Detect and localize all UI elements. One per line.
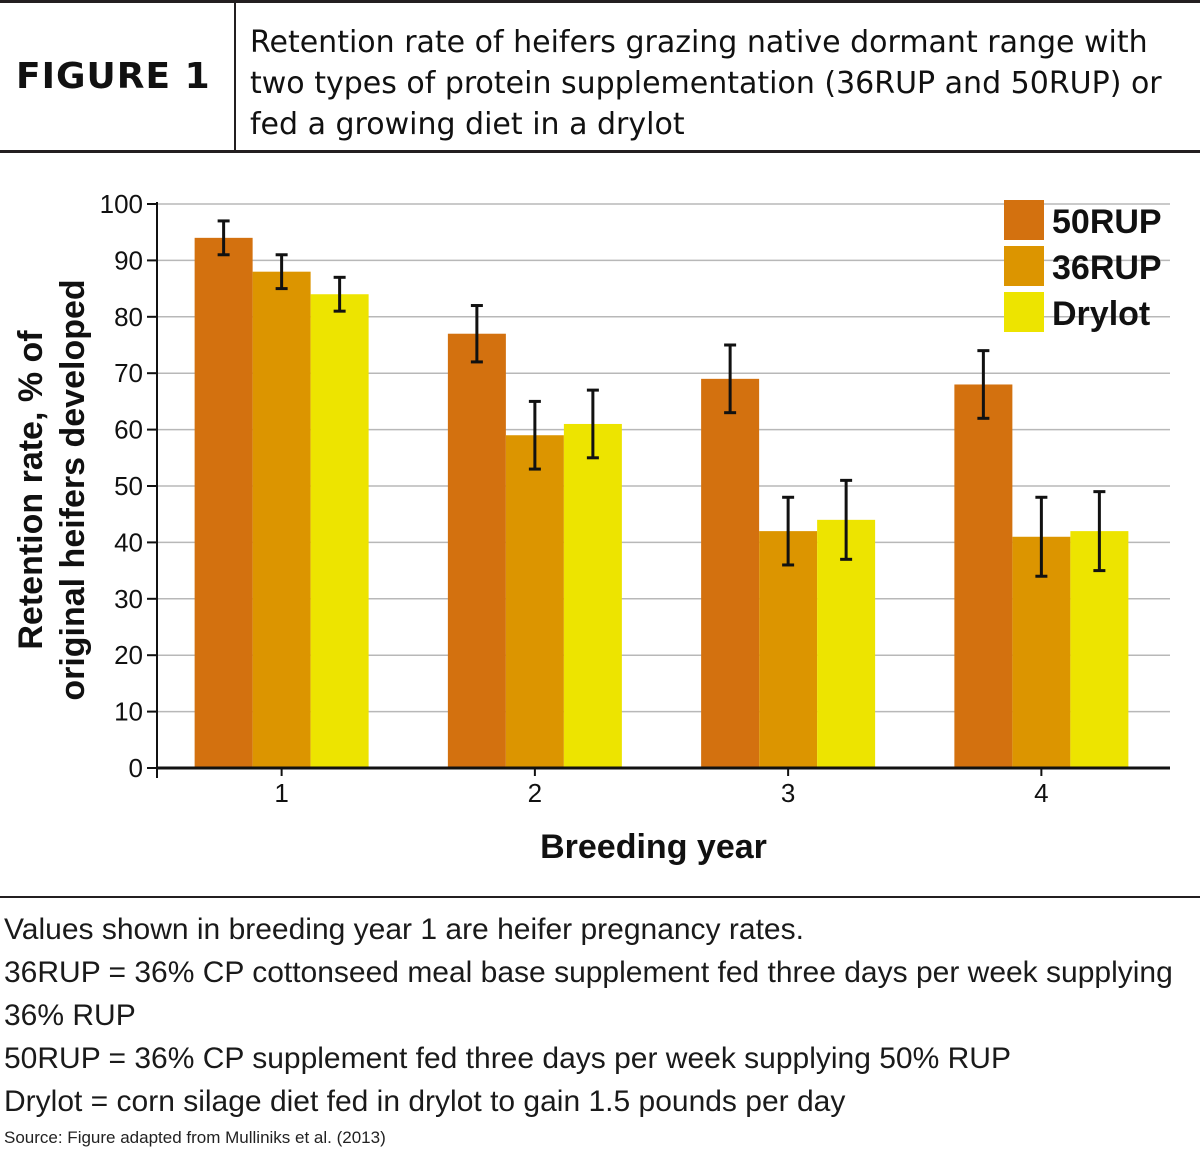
x-tick-label: 2 [528, 778, 542, 808]
y-tick-label: 50 [114, 471, 143, 501]
legend-swatch [1004, 292, 1044, 332]
bar [505, 435, 564, 768]
error-bars [217, 219, 1106, 578]
figure-header: FIGURE 1 Retention rate of heifers grazi… [0, 0, 1200, 153]
bar [759, 531, 818, 768]
bar-chart: 0 10 20 30 40 50 60 70 80 90 100 1 2 3 4 50RUP 36RUP Dry… [12, 189, 1170, 866]
bar [447, 333, 506, 768]
y-axis-title: Retention rate, % of original heifers de… [12, 279, 92, 700]
bars [194, 237, 1129, 769]
x-axis-title: Breeding year [540, 828, 767, 866]
y-tick-label: 0 [129, 753, 143, 783]
note-line: Drylot = corn silage diet fed in drylot … [4, 1085, 846, 1118]
x-tick-label: 3 [781, 778, 795, 808]
bar [563, 423, 622, 768]
y-tick-label: 80 [114, 302, 143, 332]
bar [252, 271, 311, 768]
figure-notes: Values shown in breeding year 1 are heif… [4, 908, 1196, 1123]
legend-label: Drylot [1052, 295, 1150, 333]
y-tick-label: 40 [114, 527, 143, 557]
x-tick-label: 1 [274, 778, 288, 808]
y-tick-label: 10 [114, 697, 143, 727]
note-line: 36RUP = 36% CP cottonseed meal base supp… [4, 956, 1173, 1032]
source-credit: Source: Figure adapted from Mulliniks et… [4, 1128, 386, 1147]
y-axis-title-line-2: original heifers developed [54, 279, 92, 700]
legend-swatch [1004, 246, 1044, 286]
bar [701, 378, 760, 768]
y-tick-label: 100 [100, 189, 143, 219]
header-top-rule [0, 0, 1200, 3]
bar [954, 384, 1013, 768]
header-bottom-rule [0, 150, 1200, 153]
legend-label: 36RUP [1052, 249, 1162, 287]
legend-label: 50RUP [1052, 203, 1162, 241]
y-axis-title-line-1: Retention rate, % of [12, 330, 50, 650]
y-tick-label: 70 [114, 358, 143, 388]
legend-swatch [1004, 200, 1044, 240]
legend: 50RUP 36RUP Drylot [1004, 200, 1162, 333]
y-tick-label: 30 [114, 584, 143, 614]
note-line: Values shown in breeding year 1 are heif… [4, 913, 804, 946]
bar [194, 237, 253, 769]
note-line: 50RUP = 36% CP supplement fed three days… [4, 1042, 1011, 1075]
x-tick-label: 4 [1034, 778, 1048, 808]
y-tick-label: 20 [114, 640, 143, 670]
bar [310, 294, 369, 768]
bar [817, 519, 876, 768]
y-tick-label: 60 [114, 415, 143, 445]
axes: 0 10 20 30 40 50 60 70 80 90 100 1 2 3 4 [100, 189, 1170, 808]
figure-title: Retention rate of heifers grazing native… [250, 25, 1162, 142]
y-tick-label: 90 [114, 245, 143, 275]
header-divider [234, 3, 236, 150]
figure-label: FIGURE 1 [16, 56, 211, 97]
footer-rule [0, 896, 1200, 898]
